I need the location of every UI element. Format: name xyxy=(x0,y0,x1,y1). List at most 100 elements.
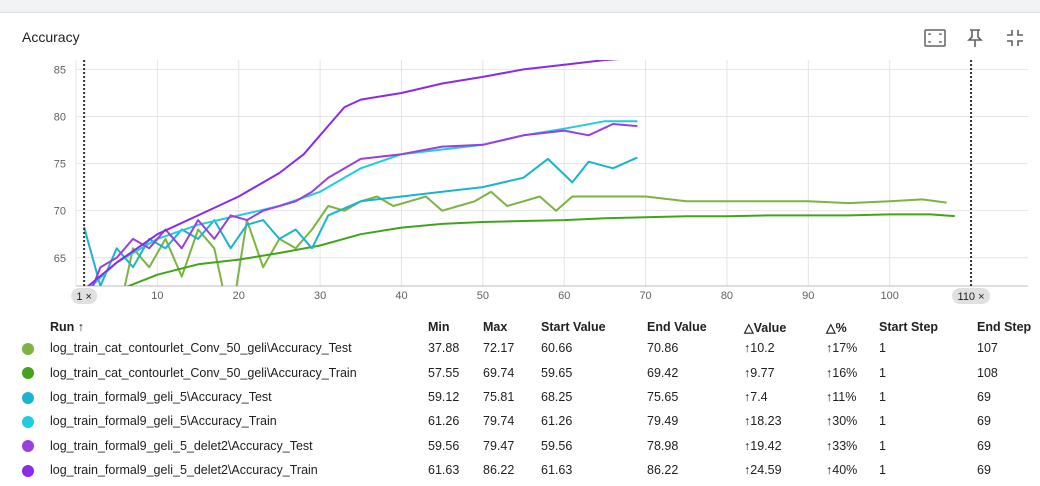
end-step: 69 xyxy=(977,389,991,404)
run-name: log_train_formal9_geli_5\Accuracy_Train xyxy=(50,414,277,429)
end-step: 108 xyxy=(977,365,998,380)
x-tick-label: 80 xyxy=(721,290,733,302)
y-tick-label: 70 xyxy=(54,206,66,218)
x-tick-label: 10 xyxy=(151,290,163,302)
table-header-row: Run ↑ Min Max Start Value End Value △Val… xyxy=(22,318,1037,336)
y-tick-label: 65 xyxy=(54,253,66,265)
y-tick-label: 85 xyxy=(54,64,66,76)
start-value: 59.56 xyxy=(541,438,573,453)
start-step: 1 xyxy=(879,341,886,356)
delta-pct: ↑17% xyxy=(826,341,858,356)
header-start-step[interactable]: Start Step xyxy=(879,320,939,334)
delta-value: ↑18.23 xyxy=(744,414,782,429)
series-line xyxy=(125,213,955,286)
pin-icon[interactable] xyxy=(962,25,988,51)
run-name: log_train_cat_contourlet_Conv_50_geli\Ac… xyxy=(50,365,357,380)
x-tick-label: 100 xyxy=(880,290,898,302)
x-tick-label: 60 xyxy=(558,290,570,302)
max-value: 79.74 xyxy=(483,414,515,429)
min-value: 37.88 xyxy=(428,341,460,356)
runs-table: Run ↑ Min Max Start Value End Value △Val… xyxy=(22,318,1037,482)
end-value: 79.49 xyxy=(647,414,679,429)
end-value: 70.86 xyxy=(647,341,679,356)
x-tick-label: 90 xyxy=(802,290,814,302)
accuracy-chart[interactable]: 010203040506070809010065707580851 ×110 × xyxy=(0,0,1040,310)
run-name: log_train_formal9_geli_5\Accuracy_Test xyxy=(50,389,272,404)
table-row[interactable]: log_train_formal9_geli_5_delet2\Accuracy… xyxy=(22,458,1037,482)
start-step: 1 xyxy=(879,414,886,429)
delta-pct: ↑11% xyxy=(826,389,857,404)
min-value: 59.12 xyxy=(428,389,460,404)
delta-pct: ↑16% xyxy=(826,365,858,380)
collapse-icon[interactable] xyxy=(1002,25,1028,51)
header-max[interactable]: Max xyxy=(483,320,508,334)
table-row[interactable]: log_train_formal9_geli_5\Accuracy_Train … xyxy=(22,409,1037,433)
delta-value: ↑7.4 xyxy=(744,389,768,404)
y-tick-label: 75 xyxy=(54,159,66,171)
delta-pct: ↑33% xyxy=(826,438,858,453)
table-row[interactable]: log_train_formal9_geli_5\Accuracy_Test 5… xyxy=(22,385,1037,409)
x-tick-label: 20 xyxy=(233,290,245,302)
x-tick-label: 40 xyxy=(395,290,407,302)
end-step: 107 xyxy=(977,341,998,356)
start-value: 61.63 xyxy=(541,463,573,478)
end-step: 69 xyxy=(977,414,991,429)
x-tick-label: 50 xyxy=(477,290,489,302)
range-end-label: 110 × xyxy=(958,291,985,303)
delta-pct: ↑40% xyxy=(826,463,858,478)
fit-domain-icon[interactable] xyxy=(922,25,948,51)
table-row[interactable]: log_train_formal9_geli_5_delet2\Accuracy… xyxy=(22,434,1037,458)
series-line xyxy=(86,60,621,286)
series-line xyxy=(83,156,638,286)
x-tick-label: 70 xyxy=(639,290,651,302)
end-value: 78.98 xyxy=(647,438,679,453)
delta-value: ↑24.59 xyxy=(744,463,782,478)
header-delta-value[interactable]: △Value xyxy=(744,320,787,335)
delta-value: ↑19.42 xyxy=(744,438,782,453)
run-color-dot xyxy=(22,342,34,355)
max-value: 86.22 xyxy=(483,463,515,478)
table-row[interactable]: log_train_cat_contourlet_Conv_50_geli\Ac… xyxy=(22,360,1037,384)
range-end-chip xyxy=(952,288,991,304)
header-end-step[interactable]: End Step xyxy=(977,320,1032,334)
delta-pct: ↑30% xyxy=(826,414,858,429)
range-start-label: 1 × xyxy=(76,291,92,303)
min-value: 57.55 xyxy=(428,365,460,380)
start-step: 1 xyxy=(879,438,886,453)
series-line xyxy=(98,190,947,286)
header-start-value[interactable]: Start Value xyxy=(541,320,606,334)
y-tick-label: 80 xyxy=(54,112,66,124)
min-value: 59.56 xyxy=(428,438,460,453)
run-color-dot xyxy=(22,391,34,404)
header-delta-pct[interactable]: △% xyxy=(826,320,847,335)
x-tick-label: 30 xyxy=(314,290,326,302)
start-step: 1 xyxy=(879,365,886,380)
run-color-dot xyxy=(22,367,34,380)
start-value: 60.66 xyxy=(541,341,573,356)
series-line xyxy=(91,123,638,286)
run-name: log_train_formal9_geli_5_delet2\Accuracy… xyxy=(50,438,313,453)
end-step: 69 xyxy=(977,438,991,453)
accuracy-card: Accuracy xyxy=(0,12,1040,486)
end-value: 75.65 xyxy=(647,389,679,404)
end-value: 69.42 xyxy=(647,365,679,380)
delta-value: ↑10.2 xyxy=(744,341,775,356)
delta-value: ↑9.77 xyxy=(744,365,775,380)
run-name: log_train_formal9_geli_5_delet2\Accuracy… xyxy=(50,463,318,478)
start-value: 68.25 xyxy=(541,389,573,404)
max-value: 79.47 xyxy=(483,438,515,453)
min-value: 61.26 xyxy=(428,414,460,429)
start-step: 1 xyxy=(879,463,886,478)
header-min[interactable]: Min xyxy=(428,320,450,334)
max-value: 72.17 xyxy=(483,341,515,356)
run-color-dot xyxy=(22,464,34,477)
end-step: 69 xyxy=(977,463,991,478)
series-line xyxy=(90,120,638,286)
end-value: 86.22 xyxy=(647,463,679,478)
max-value: 69.74 xyxy=(483,365,515,380)
header-end-value[interactable]: End Value xyxy=(647,320,707,334)
max-value: 75.81 xyxy=(483,389,515,404)
table-row[interactable]: log_train_cat_contourlet_Conv_50_geli\Ac… xyxy=(22,336,1037,360)
start-value: 61.26 xyxy=(541,414,573,429)
header-run[interactable]: Run ↑ xyxy=(50,320,85,334)
